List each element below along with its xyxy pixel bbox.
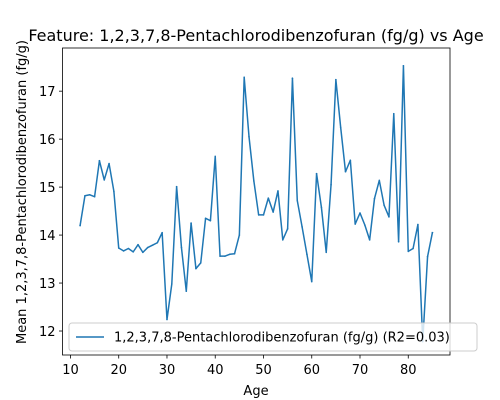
data-point <box>175 185 178 188</box>
data-point <box>166 318 168 321</box>
data-point <box>204 217 207 220</box>
data-point <box>368 239 371 241</box>
data-point <box>296 199 299 202</box>
data-point <box>267 197 270 199</box>
data-point <box>262 214 265 216</box>
data-point <box>344 170 347 173</box>
data-point <box>431 231 434 234</box>
x-tick-label: 30 <box>159 363 176 378</box>
data-point <box>137 243 139 246</box>
data-point <box>257 214 260 216</box>
x-tick-label: 60 <box>303 363 320 378</box>
data-point <box>426 255 429 258</box>
data-point <box>214 155 217 158</box>
series-line-0 <box>79 65 434 343</box>
data-point <box>325 251 328 254</box>
data-point <box>190 222 192 224</box>
data-point <box>248 135 250 138</box>
data-point <box>209 219 212 222</box>
data-point <box>151 244 154 246</box>
data-point <box>238 234 241 236</box>
data-point <box>113 190 115 193</box>
data-point <box>349 159 352 162</box>
data-point <box>320 206 323 209</box>
y-tick-label: 15 <box>39 181 56 196</box>
data-point <box>93 195 96 198</box>
data-point <box>310 280 313 283</box>
x-axis-label: Age <box>243 384 268 399</box>
data-point <box>359 212 361 214</box>
y-tick-label: 17 <box>39 85 56 100</box>
x-tick-label: 70 <box>352 363 369 378</box>
x-tick-label: 50 <box>255 363 272 378</box>
data-point <box>156 241 159 244</box>
data-point <box>122 250 125 252</box>
data-point <box>108 162 110 165</box>
data-point <box>253 180 255 182</box>
data-point <box>335 78 337 81</box>
data-point <box>195 267 197 270</box>
data-point <box>388 216 390 218</box>
data-point <box>199 262 202 264</box>
data-point <box>417 223 419 226</box>
data-point <box>132 251 134 253</box>
data-point <box>228 253 231 256</box>
x-tick-label: 80 <box>400 363 417 378</box>
data-point <box>306 253 308 256</box>
y-axis-label: Mean 1,2,3,7,8-Pentachlorodibenzofuran (… <box>15 40 30 344</box>
x-tick-label: 20 <box>110 363 127 378</box>
data-point <box>117 247 120 249</box>
data-point <box>364 224 366 226</box>
y-tick-label: 12 <box>39 325 56 340</box>
data-point <box>339 126 342 129</box>
data-point <box>378 179 381 182</box>
data-point <box>412 247 414 250</box>
data-point <box>402 64 405 67</box>
y-tick-label: 14 <box>39 229 56 244</box>
data-point <box>185 290 188 293</box>
data-point <box>84 194 86 197</box>
data-point <box>146 246 149 249</box>
data-point <box>233 252 236 255</box>
data-point <box>407 250 410 253</box>
data-point <box>79 224 81 227</box>
chart-title: Feature: 1,2,3,7,8-Pentachlorodibenzofur… <box>28 26 483 45</box>
legend-box <box>68 322 478 352</box>
data-point <box>219 255 221 257</box>
data-point <box>98 159 101 162</box>
data-point <box>291 77 294 80</box>
data-point <box>272 211 274 213</box>
data-point <box>330 183 332 186</box>
data-point <box>281 239 284 241</box>
data-point <box>315 172 318 175</box>
x-tick-label: 10 <box>62 363 79 378</box>
y-tick-label: 16 <box>39 133 56 148</box>
data-point <box>277 190 279 192</box>
data-point <box>127 247 130 250</box>
data-point <box>180 246 183 249</box>
data-point <box>103 179 106 181</box>
y-tick-label: 13 <box>39 277 56 292</box>
data-point <box>171 283 173 285</box>
data-point <box>373 197 376 200</box>
data-point <box>392 112 395 115</box>
legend: 1,2,3,7,8-Pentachlorodibenzofuran (fg/g)… <box>68 322 478 352</box>
axes-frame <box>62 47 451 356</box>
data-point <box>224 255 226 257</box>
data-point <box>397 240 400 243</box>
legend-label: 1,2,3,7,8-Pentachlorodibenzofuran (fg/g)… <box>114 331 450 346</box>
plot-area: 10 20 30 40 50 60 70 80 12 13 14 15 16 17 <box>39 47 451 378</box>
x-tick-label: 40 <box>207 363 224 378</box>
data-point <box>88 193 91 196</box>
data-point <box>243 76 245 79</box>
data-point <box>161 231 163 234</box>
data-point <box>286 228 289 230</box>
data-point <box>383 204 385 207</box>
data-point <box>142 251 144 254</box>
data-point <box>301 226 303 228</box>
data-point <box>354 223 356 225</box>
